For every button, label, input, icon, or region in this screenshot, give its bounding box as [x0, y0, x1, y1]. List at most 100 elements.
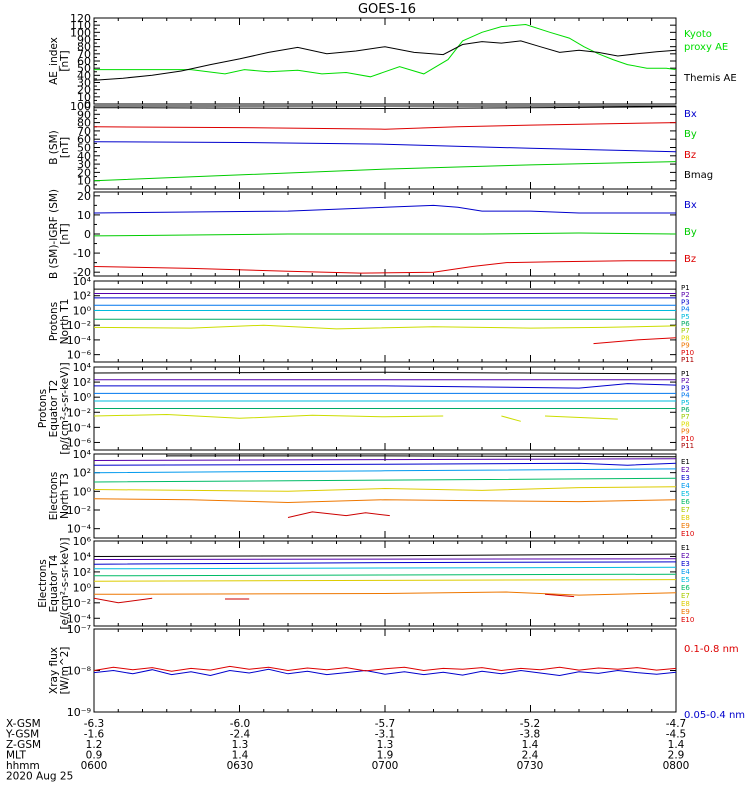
- legend-entry: E6: [681, 498, 690, 506]
- y-axis-label: Equator T4: [48, 554, 60, 612]
- legend-entry: P6: [681, 320, 690, 328]
- date-label: 2020 Aug 25: [6, 771, 73, 783]
- y-axis-label: [nT]: [59, 137, 71, 158]
- series-e10: [94, 597, 153, 604]
- y-axis-label: [W/m^2]: [59, 647, 71, 695]
- legend-entry: P8: [681, 420, 690, 428]
- legend-entry: By: [684, 129, 697, 140]
- y-axis-label: Protons: [48, 302, 60, 341]
- y-tick-label: 110: [70, 19, 91, 32]
- y-tick-label: 80: [77, 41, 91, 54]
- y-tick-label: 10⁻⁴: [67, 523, 92, 536]
- x-axis-value: 0600: [81, 760, 108, 772]
- y-axis-label: Electrons: [48, 472, 60, 521]
- panel-electrons_t4: 10⁻⁴ 10⁻² 10⁰ 10² 10⁴ 10⁶ Electrons Equator T4[…: [37, 535, 694, 629]
- legend-entry: E9: [681, 608, 690, 616]
- legend-entry: Bz: [684, 254, 696, 265]
- series-p7: [94, 324, 676, 330]
- y-tick-label: 10⁰: [73, 391, 92, 404]
- panel-frame: [93, 628, 677, 713]
- y-tick-label: 0: [84, 228, 91, 241]
- x-axis-row-label: MLT: [6, 750, 26, 762]
- y-tick-label: 20: [77, 84, 91, 97]
- y-tick-label: 10⁻⁷: [67, 623, 91, 636]
- legend-entry: Bmag: [684, 170, 713, 181]
- legend-entry: P9: [681, 342, 690, 350]
- series-e5: [94, 573, 676, 577]
- y-tick-label: 10⁴: [73, 275, 92, 288]
- y-axis-label: [nT]: [59, 223, 71, 244]
- legend-entry: E3: [681, 560, 690, 568]
- y-tick-label: 10⁻⁶: [67, 436, 92, 449]
- y-tick-label: 10²: [73, 566, 91, 579]
- series-bz: [94, 122, 676, 130]
- y-tick-label: 10⁶: [73, 535, 92, 548]
- legend-entry: 0.05-0.4 nm: [684, 710, 745, 721]
- y-tick-label: -10: [73, 247, 91, 260]
- legend-entry: P5: [681, 399, 690, 407]
- series-e10: [544, 593, 575, 598]
- y-tick-label: 10: [77, 209, 91, 222]
- y-tick-label: 40: [77, 150, 91, 163]
- x-axis-value: -3.8: [520, 729, 541, 741]
- legend-entry: P10: [681, 435, 694, 443]
- legend-entry: E7: [681, 592, 690, 600]
- legend-entry: P3: [681, 298, 690, 306]
- y-tick-label: 10⁴: [73, 448, 92, 461]
- legend-entry: Bz: [684, 150, 696, 161]
- series-p7: [501, 415, 521, 422]
- series-e2: [94, 558, 676, 560]
- x-axis-row-label: Z-GSM: [6, 739, 41, 751]
- x-axis-value: -5.2: [520, 718, 541, 730]
- y-tick-label: 0: [84, 98, 91, 111]
- x-axis-row-label: hhmm: [6, 760, 40, 772]
- panel-xray: 10⁻⁹ 10⁻⁸ 10⁻⁷ Xray flux [W/m^2] 0.1-0.8 nm 0.…: [48, 623, 745, 721]
- legend-entry: E9: [681, 522, 690, 530]
- legend-entry: P2: [681, 377, 690, 385]
- x-axis-value: 1.4: [232, 750, 249, 762]
- y-tick-label: 60: [77, 55, 91, 68]
- y-tick-label: 10: [77, 91, 91, 104]
- y-tick-label: 70: [77, 48, 91, 61]
- y-tick-label: 10⁻⁴: [67, 334, 92, 347]
- y-tick-label: 90: [77, 108, 91, 121]
- x-axis-value: -6.3: [84, 718, 105, 730]
- y-tick-label: 40: [77, 69, 91, 82]
- series-e4: [94, 566, 676, 570]
- legend-entry: P3: [681, 384, 690, 392]
- y-tick-label: 10⁰: [73, 485, 92, 498]
- legend-entry: E2: [681, 466, 690, 474]
- legend-entry: E5: [681, 490, 690, 498]
- x-axis-value: -1.6: [84, 729, 105, 741]
- series-e4: [94, 468, 676, 474]
- legend-entry: P8: [681, 334, 690, 342]
- x-axis-row-label: Y-GSM: [5, 729, 39, 741]
- y-axis-label: Xray flux: [48, 647, 60, 694]
- series-e3: [94, 462, 676, 466]
- y-tick-label: -20: [73, 266, 91, 279]
- x-axis-value: -4.7: [666, 718, 687, 730]
- panel-bigrf: -20 -10 0 10 20 B (SM)-IGRF (SM) [nT] Bx By Bz: [48, 189, 697, 279]
- x-axis-row-label: X-GSM: [6, 718, 41, 730]
- x-axis-value: 1.3: [377, 739, 394, 751]
- x-axis-value: 0800: [663, 760, 690, 772]
- y-axis-label: AE_index: [48, 37, 60, 85]
- panel-frame: [93, 453, 677, 539]
- series-p7: [544, 415, 618, 420]
- panel-frame: [93, 17, 677, 105]
- legend-entry: E8: [681, 514, 690, 522]
- x-axis-value: -4.5: [666, 729, 687, 741]
- x-axis-value: 1.2: [86, 739, 103, 751]
- legend-entry: E4: [681, 482, 690, 490]
- series-kyoto-proxy-ae: [94, 23, 676, 78]
- panel-protons_t2: 10⁻⁶ 10⁻⁴ 10⁻² 10⁰ 10² 10⁴ Protons Equator T2 [p…: [37, 361, 694, 455]
- legend-entry: P4: [681, 306, 690, 314]
- y-tick-label: 10²: [73, 467, 91, 480]
- legend-entry: Themis AE: [683, 73, 737, 84]
- x-axis-value: 1.9: [377, 750, 394, 762]
- y-tick-label: 10⁻²: [67, 504, 91, 517]
- x-axis-value: -3.1: [375, 729, 396, 741]
